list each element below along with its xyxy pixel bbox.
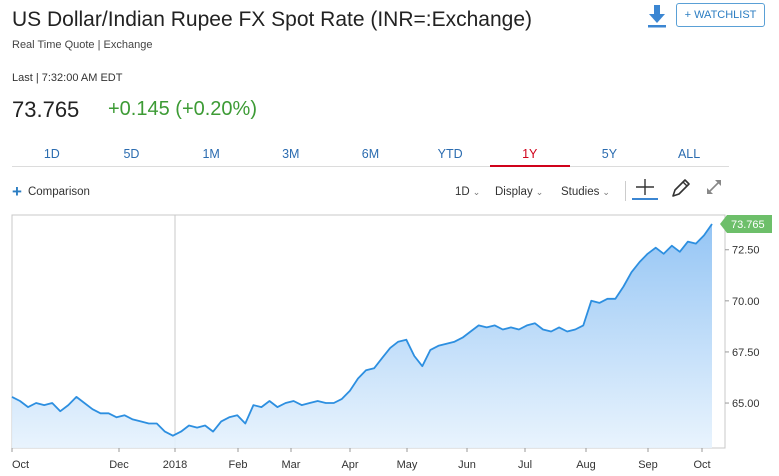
page-title: US Dollar/Indian Rupee FX Spot Rate (INR…	[12, 8, 533, 31]
y-tick-label: 67.50	[732, 347, 760, 359]
toolbar-divider	[625, 181, 626, 201]
pencil-icon[interactable]	[670, 177, 692, 199]
comparison-label: Comparison	[27, 186, 90, 198]
tab-5d[interactable]: 5D	[123, 147, 140, 161]
download-icon[interactable]	[646, 4, 668, 28]
x-tick-label: May	[397, 459, 418, 471]
x-tick-label: Sep	[638, 459, 658, 471]
studies-label: Studies	[561, 186, 600, 198]
x-tick-label: Aug	[576, 459, 596, 471]
interval-label: 1D	[455, 186, 470, 198]
y-tick-label: 70.00	[732, 296, 760, 308]
y-tick-label: 65.00	[732, 398, 760, 410]
x-tick-label: Oct	[12, 459, 29, 471]
x-tick-label: Apr	[341, 459, 358, 471]
price-line	[11, 223, 713, 437]
last-value-marker: 73.765	[720, 214, 772, 233]
last-value-badge	[720, 214, 772, 233]
display-label: Display	[495, 186, 533, 198]
y-tick-label: 72.50	[732, 245, 760, 257]
price-change: +0.145 (+0.20%)	[108, 98, 257, 120]
x-tick-label: Jul	[518, 459, 532, 471]
x-tick-label: Mar	[282, 459, 301, 471]
price-area	[12, 224, 712, 448]
tab-all[interactable]: ALL	[677, 147, 701, 161]
x-tick-label: Oct	[693, 459, 710, 471]
last-trade-time: Last | 7:32:00 AM EDT	[12, 72, 123, 84]
tab-5y[interactable]: 5Y	[601, 147, 618, 161]
last-value-label: 73.765	[731, 219, 765, 231]
x-tick-label: Dec	[109, 459, 129, 471]
watchlist-button[interactable]: + WATCHLIST	[676, 3, 765, 27]
price-chart[interactable]: Oct Dec 2018 Feb Mar Apr May Jun Jul Aug Sep Oct 65…	[0, 210, 779, 476]
chevron-down-icon: ⌄	[602, 187, 610, 197]
range-tabs: 1D 5D 1M 3M 6M YTD 1Y 5Y ALL	[12, 143, 729, 167]
crosshair-icon[interactable]	[630, 178, 660, 200]
interval-dropdown[interactable]: 1D ⌄	[455, 186, 480, 198]
x-tick-label: Feb	[229, 459, 248, 471]
plus-icon: +	[12, 182, 22, 201]
expand-icon[interactable]	[704, 177, 724, 197]
tab-3m[interactable]: 3M	[282, 147, 300, 161]
chevron-down-icon: ⌄	[472, 187, 481, 197]
quote-source: Real Time Quote | Exchange	[12, 39, 153, 51]
x-tick-label: Jun	[458, 459, 476, 471]
tab-1y[interactable]: 1Y	[489, 143, 570, 167]
comparison-button[interactable]: + Comparison	[12, 182, 90, 201]
tab-ytd[interactable]: YTD	[437, 147, 463, 161]
display-dropdown[interactable]: Display ⌄	[495, 186, 543, 198]
x-tick-label: 2018	[163, 459, 187, 471]
tab-1m[interactable]: 1M	[202, 147, 220, 161]
tab-1d[interactable]: 1D	[43, 147, 60, 161]
chevron-down-icon: ⌄	[535, 187, 544, 197]
tab-6m[interactable]: 6M	[361, 147, 380, 161]
studies-dropdown[interactable]: Studies ⌄	[561, 186, 610, 198]
last-price: 73.765	[12, 97, 80, 122]
